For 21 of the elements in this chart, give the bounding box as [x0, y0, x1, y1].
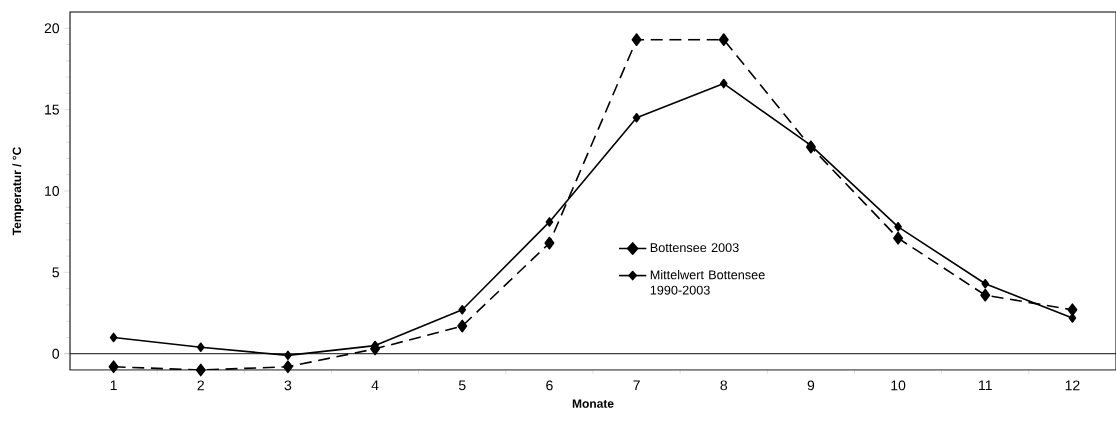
x-tick-label: 12: [1065, 380, 1080, 391]
y-tick-label: 20: [44, 23, 60, 34]
x-tick-label: 4: [371, 380, 379, 391]
y-tick-label: 5: [52, 267, 60, 278]
x-tick-label: 9: [807, 380, 815, 391]
legend-label: Bottensee 2003: [650, 243, 739, 253]
x-tick-label: 5: [458, 380, 466, 391]
x-tick-label: 11: [979, 380, 992, 391]
y-tick-label: 0: [52, 348, 60, 359]
x-tick-label: 3: [284, 380, 292, 391]
x-tick-label: 1: [110, 380, 117, 391]
legend-label: Mittelwert Bottensee 1990-2003: [650, 269, 765, 295]
x-tick-label: 2: [197, 380, 204, 391]
y-tick-label: 10: [45, 186, 60, 196]
x-tick-label: 6: [546, 380, 553, 391]
x-axis-title: Monate: [572, 399, 614, 408]
y-axis-title: Temperatur / °C: [12, 147, 24, 236]
x-tick-label: 7: [633, 380, 640, 391]
x-tick-label: 10: [891, 380, 906, 391]
y-tick-label: 15: [45, 104, 60, 115]
x-tick-label: 8: [720, 380, 728, 391]
